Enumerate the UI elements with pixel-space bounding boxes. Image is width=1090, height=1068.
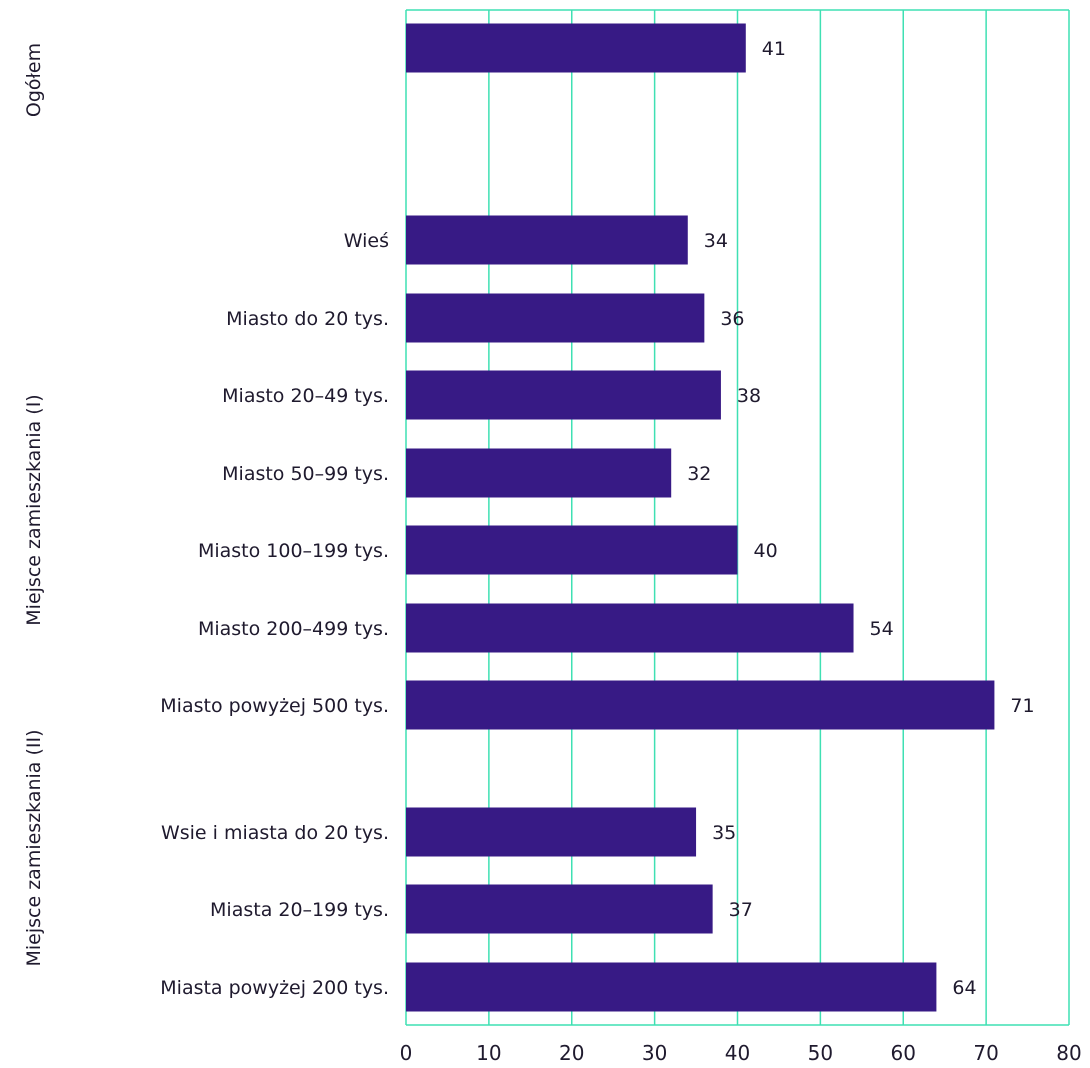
- category-label: Wieś: [344, 230, 389, 252]
- value-label: 64: [952, 977, 976, 999]
- x-tick-label: 60: [891, 1041, 916, 1065]
- bar: [406, 215, 688, 265]
- group-label: Miejsce zamieszkania (II): [23, 729, 45, 966]
- bar: [406, 293, 705, 343]
- x-tick-label: 30: [642, 1041, 667, 1065]
- category-label: Miasta powyżej 200 tys.: [160, 977, 389, 999]
- category-label: Miasto powyżej 500 tys.: [160, 695, 389, 717]
- category-label: Wsie i miasta do 20 tys.: [161, 822, 389, 844]
- bar: [406, 603, 854, 653]
- value-label: 32: [687, 463, 711, 485]
- category-label: Miasto 50–99 tys.: [222, 463, 389, 485]
- bar: [406, 23, 746, 73]
- value-label: 37: [729, 899, 753, 921]
- value-label: 71: [1010, 695, 1034, 717]
- category-label: Miasto 100–199 tys.: [198, 540, 389, 562]
- bar: [406, 525, 738, 575]
- grid: [405, 9, 1070, 1026]
- bar: [406, 448, 672, 498]
- value-label: 34: [704, 230, 728, 252]
- x-tick-label: 80: [1056, 1041, 1081, 1065]
- x-tick-label: 10: [476, 1041, 501, 1065]
- value-label: 38: [737, 385, 761, 407]
- bar: [406, 962, 937, 1012]
- category-label: Miasto 20–49 tys.: [222, 385, 389, 407]
- x-tick-label: 50: [808, 1041, 833, 1065]
- category-label: Miasta 20–199 tys.: [210, 899, 389, 921]
- value-label: 35: [712, 822, 736, 844]
- x-tick-label: 0: [400, 1041, 413, 1065]
- value-label: 41: [762, 38, 786, 60]
- bar: [406, 807, 697, 857]
- category-label: Miasto do 20 tys.: [226, 308, 389, 330]
- value-label: 36: [720, 308, 744, 330]
- x-tick-label: 70: [973, 1041, 998, 1065]
- x-tick-label: 20: [559, 1041, 584, 1065]
- group-label: Miejsce zamieszkania (I): [23, 394, 45, 625]
- group-label: Ogółem: [23, 43, 45, 117]
- bar: [406, 370, 721, 420]
- bars: [406, 23, 995, 1012]
- value-label: 40: [754, 540, 778, 562]
- bar: [406, 884, 713, 934]
- labels: 0 10 20 30 40 50 60 70 80 Ogółem 41 Miejsce zamiesz…: [23, 38, 1082, 1065]
- value-label: 54: [870, 618, 894, 640]
- x-tick-label: 40: [725, 1041, 750, 1065]
- category-label: Miasto 200–499 tys.: [198, 618, 389, 640]
- bar: [406, 680, 995, 730]
